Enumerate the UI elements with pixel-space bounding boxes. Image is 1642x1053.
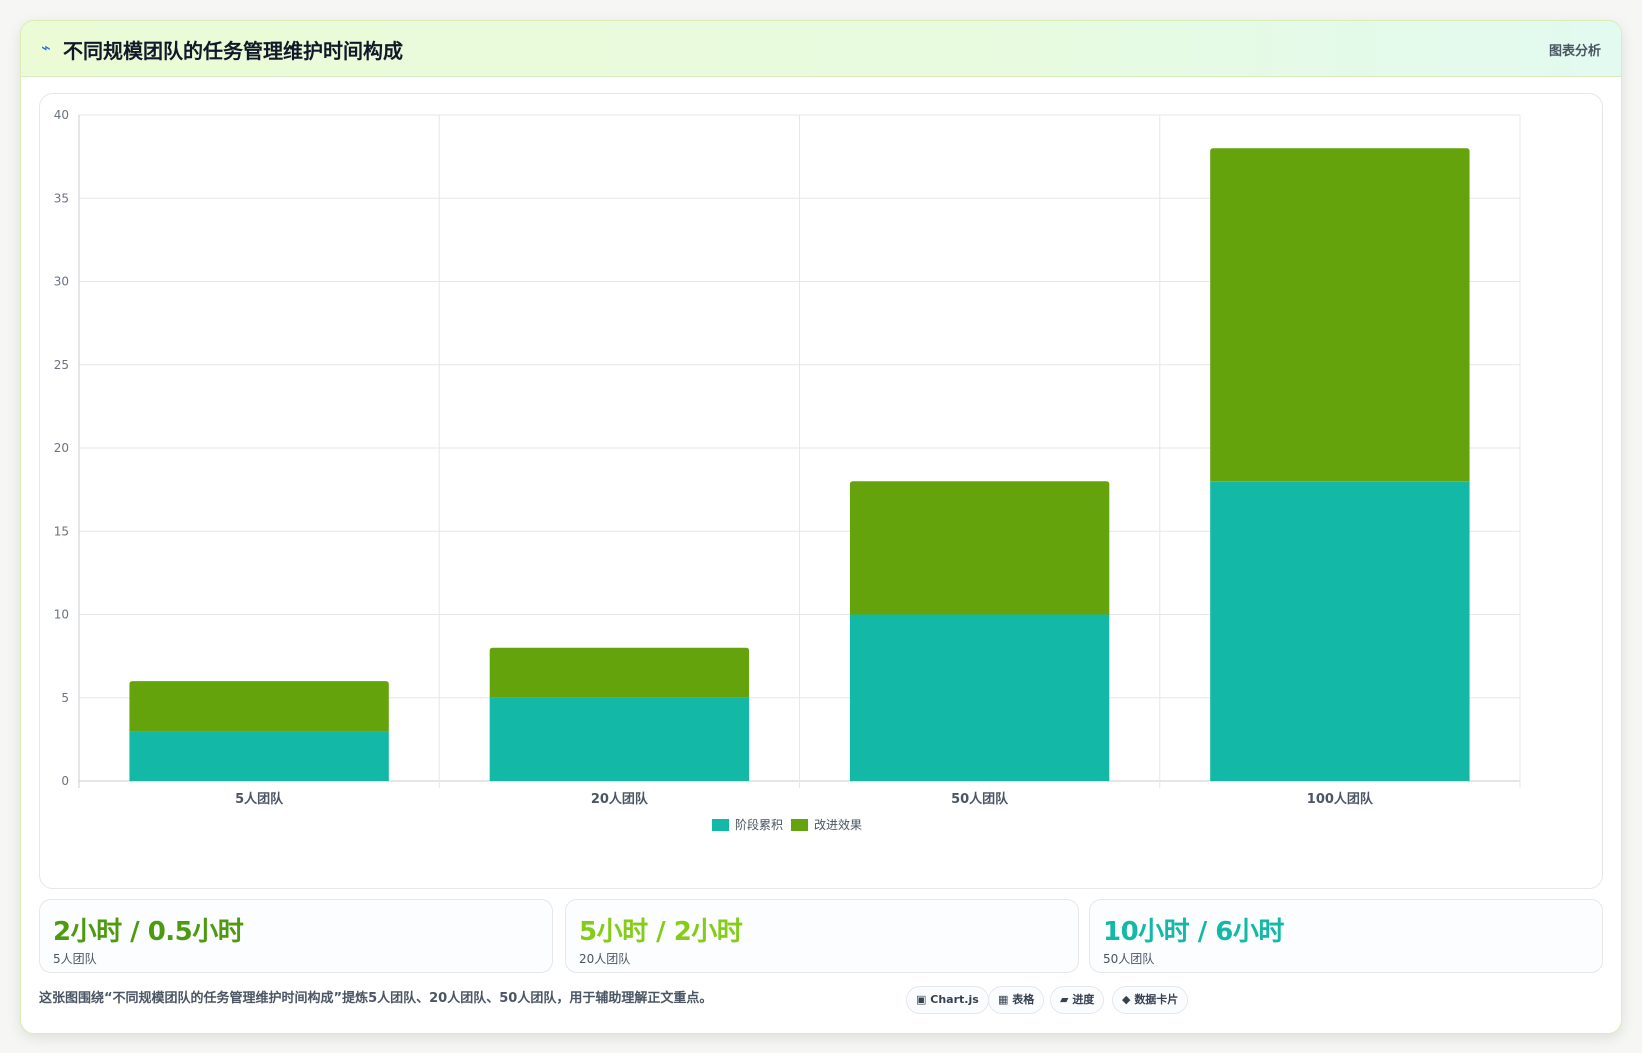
chip-progress[interactable]: ▰ 进度 <box>1050 986 1105 1014</box>
chart-card: ⌁ 不同规模团队的任务管理维护时间构成 图表分析 0 5 10 15 20 25 30 35 4… <box>20 20 1622 1034</box>
chart-panel: 0 5 10 15 20 25 30 35 40 5人团队 20人团队 50人团队 100人团队阶段累积… <box>39 93 1603 889</box>
chip-chartjs[interactable]: ▣ Chart.js <box>906 986 989 1014</box>
bar-segment <box>489 647 750 698</box>
chip-label: 表格 <box>1012 993 1035 1006</box>
table-chip-icon: ▦ <box>998 993 1009 1006</box>
y-tick-label: 20 <box>54 441 69 455</box>
bar-segment <box>129 731 389 781</box>
stat-value: 5小时 / 2小时 <box>579 917 743 947</box>
stat-label: 50人团队 <box>1103 952 1155 966</box>
y-tick-label: 40 <box>54 108 69 122</box>
x-tick-label: 20人团队 <box>591 791 649 807</box>
legend-label: 阶段累积 <box>735 817 783 832</box>
stat-card: 5小时 / 2小时 20人团队 <box>565 899 1079 973</box>
legend-label: 改进效果 <box>814 817 862 832</box>
x-tick-label: 50人团队 <box>951 791 1009 807</box>
stat-cards: 2小时 / 0.5小时 5人团队 5小时 / 2小时 20人团队 10小时 / … <box>39 899 1603 973</box>
stat-card: 2小时 / 0.5小时 5人团队 <box>39 899 553 973</box>
chip-data-card[interactable]: ◆ 数据卡片 <box>1112 986 1189 1014</box>
chart-chip-icon: ▣ <box>916 993 927 1006</box>
stat-value: 10小时 / 6小时 <box>1103 917 1284 947</box>
bar-segment <box>849 614 1110 781</box>
y-tick-label: 5 <box>61 691 69 705</box>
legend-swatch <box>791 819 808 831</box>
bar-segment <box>1210 481 1470 781</box>
page-title: 不同规模团队的任务管理维护时间构成 <box>63 39 403 63</box>
chart-icon: ⌁ <box>41 38 51 57</box>
legend-swatch <box>712 819 729 831</box>
y-tick-label: 15 <box>54 524 69 538</box>
stat-value: 2小时 / 0.5小时 <box>53 917 244 947</box>
chip-label: Chart.js <box>930 993 979 1006</box>
x-tick-label: 5人团队 <box>235 791 284 807</box>
y-tick-label: 25 <box>54 358 69 372</box>
y-tick-label: 35 <box>54 191 69 205</box>
y-tick-label: 0 <box>61 774 69 788</box>
chip-label: 进度 <box>1072 993 1095 1006</box>
bar-segment <box>1210 148 1470 482</box>
card-header: ⌁ 不同规模团队的任务管理维护时间构成 图表分析 <box>21 21 1621 77</box>
bar-segment <box>849 481 1110 615</box>
x-tick-label: 100人团队 <box>1307 791 1374 807</box>
y-tick-label: 10 <box>54 608 69 622</box>
chip-label: 数据卡片 <box>1134 993 1179 1006</box>
stat-card: 10小时 / 6小时 50人团队 <box>1089 899 1603 973</box>
bar-segment <box>129 681 389 732</box>
diamond-chip-icon: ◆ <box>1122 993 1131 1006</box>
stat-label: 20人团队 <box>579 952 631 966</box>
stacked-bar-chart: 0 5 10 15 20 25 30 35 40 5人团队 20人团队 50人团队 100人团队阶段累积… <box>54 108 1521 832</box>
chip-table[interactable]: ▦ 表格 <box>988 986 1045 1014</box>
chart-caption: 这张图围绕“不同规模团队的任务管理维护时间构成”提炼5人团队、20人团队、50人… <box>39 991 713 1006</box>
y-tick-label: 30 <box>54 275 69 289</box>
stat-label: 5人团队 <box>53 952 97 966</box>
progress-chip-icon: ▰ <box>1060 993 1069 1006</box>
chart-analysis-label: 图表分析 <box>1548 44 1601 59</box>
bar-segment <box>489 697 750 781</box>
